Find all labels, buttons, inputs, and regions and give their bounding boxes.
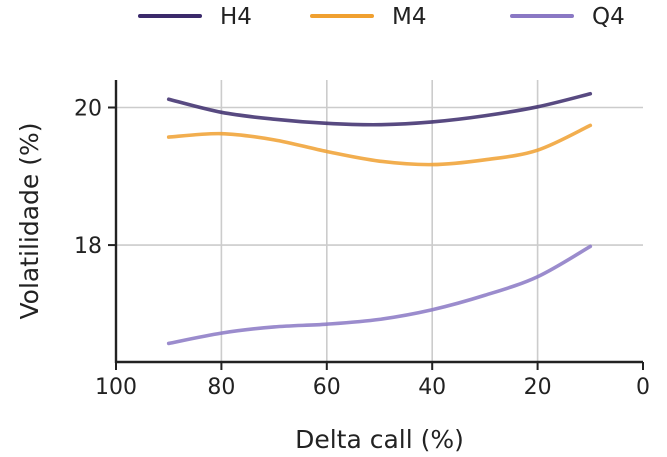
series-line-m4 bbox=[169, 125, 591, 164]
x-tick-label-40: 40 bbox=[418, 375, 446, 400]
x-tick-label-100: 100 bbox=[95, 375, 137, 400]
y-tick-label-18: 18 bbox=[74, 234, 102, 259]
y-tick-label-20: 20 bbox=[74, 97, 102, 122]
x-tick-label-0: 0 bbox=[636, 375, 650, 400]
y-axis-label: Volatilidade (%) bbox=[15, 122, 44, 319]
legend-label: M4 bbox=[392, 4, 426, 30]
series-line-q4 bbox=[169, 246, 591, 343]
legend-item-m4: M4 bbox=[312, 4, 426, 30]
legend-item-q4: Q4 bbox=[512, 4, 625, 30]
x-axis-label: Delta call (%) bbox=[295, 425, 464, 454]
x-tick-label-80: 80 bbox=[207, 375, 235, 400]
series-line-h4 bbox=[169, 94, 591, 125]
legend-label: H4 bbox=[220, 4, 252, 30]
series-lines bbox=[169, 94, 591, 344]
legend-label: Q4 bbox=[592, 4, 625, 30]
x-tick-label-20: 20 bbox=[524, 375, 552, 400]
legend-item-h4: H4 bbox=[140, 4, 252, 30]
axes: 100 80 60 40 20 0 18 20 bbox=[74, 80, 650, 400]
x-tick-label-60: 60 bbox=[313, 375, 341, 400]
legend: H4 M4 Q4 bbox=[140, 4, 625, 30]
